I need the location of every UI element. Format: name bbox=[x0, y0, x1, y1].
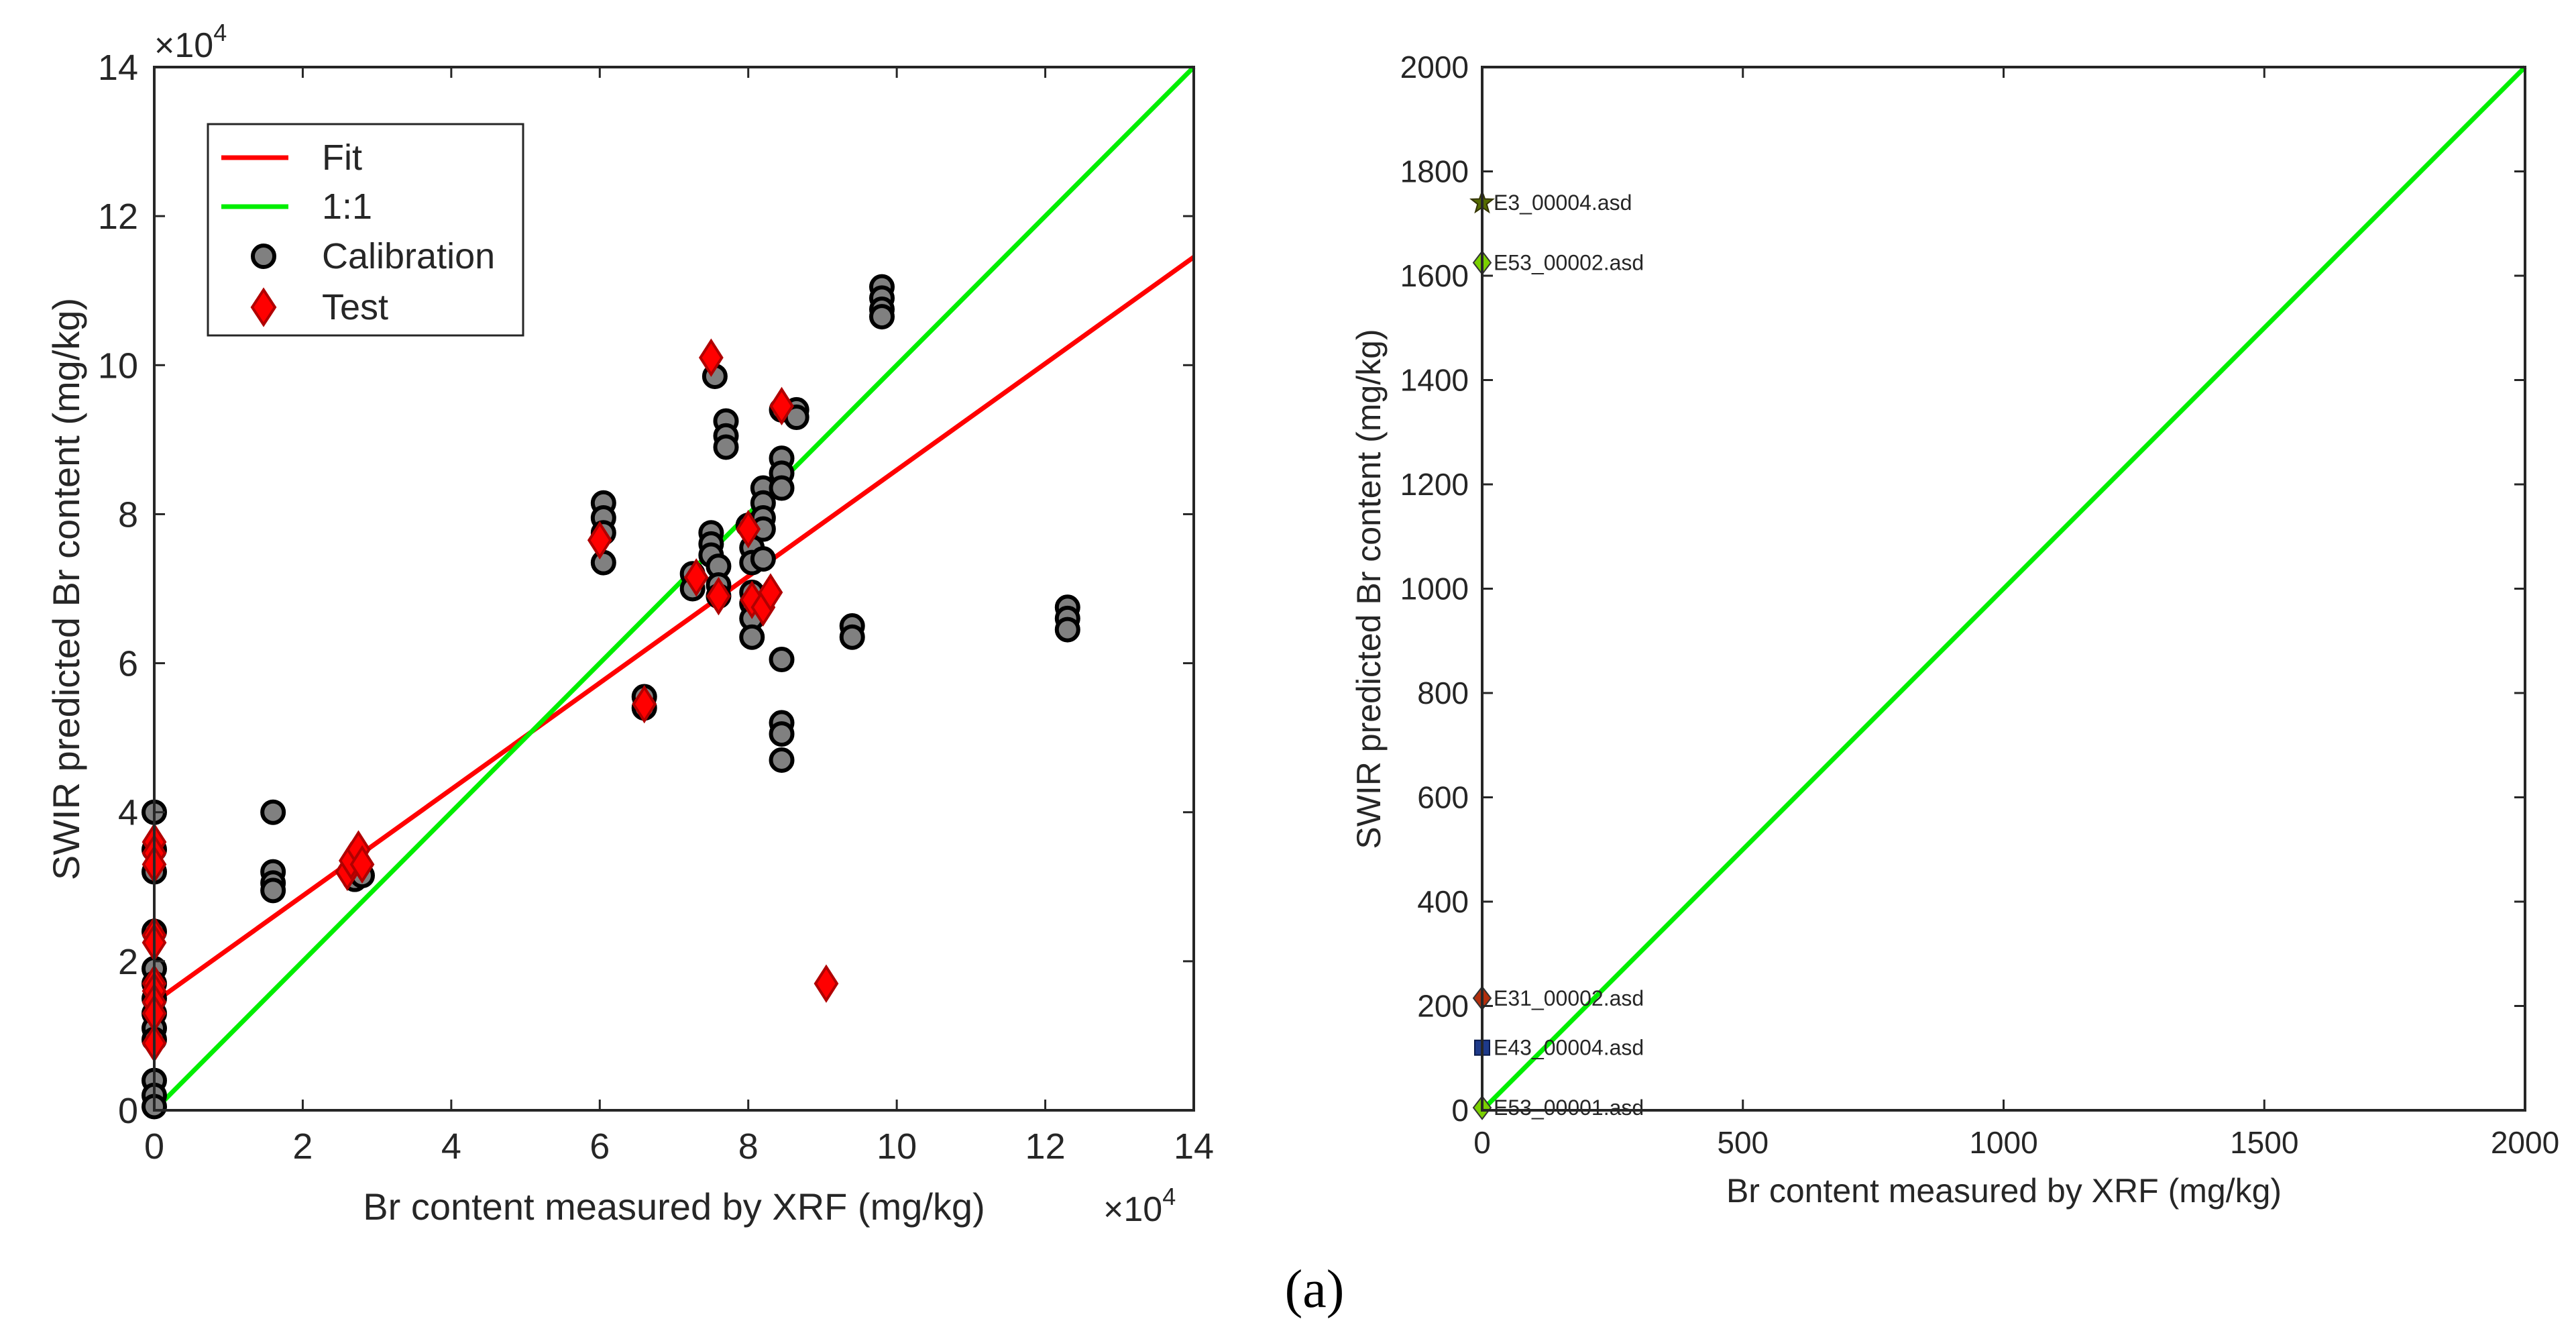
test-point bbox=[814, 964, 839, 1003]
left-y-exponent: ×104 bbox=[154, 19, 227, 65]
point-label: E53_00002.asd bbox=[1494, 251, 1644, 275]
left-x-exponent: ×104 bbox=[1103, 1183, 1176, 1229]
left-plot-frame bbox=[153, 66, 1195, 1112]
test-point bbox=[349, 845, 375, 884]
x-tick-label: 8 bbox=[738, 1126, 759, 1167]
test-point bbox=[632, 684, 657, 724]
point-label: E31_00002.asd bbox=[1494, 986, 1644, 1010]
calibration-point bbox=[260, 877, 286, 904]
calibration-point bbox=[260, 799, 286, 825]
test-point bbox=[758, 573, 783, 612]
left-chart: 0 2 4 6 8 10 12 14 0 2 4 6 8 10 12 14 ×104 ×104 Br cont… bbox=[45, 19, 1214, 1229]
y-tick-label: 1400 bbox=[1400, 363, 1469, 398]
y-tick-label: 10 bbox=[98, 345, 138, 386]
calibration-point bbox=[590, 549, 616, 576]
x-tick-label: 4 bbox=[441, 1126, 461, 1167]
calibration-point bbox=[713, 434, 739, 460]
calibration-point bbox=[1054, 617, 1080, 643]
y-tick-label: 4 bbox=[118, 793, 138, 833]
x-tick-label: 12 bbox=[1025, 1126, 1066, 1167]
test-point bbox=[698, 338, 724, 377]
calibration-point bbox=[769, 721, 795, 747]
calibration-point bbox=[750, 546, 776, 572]
legend-test-label: Test bbox=[322, 287, 388, 327]
y-tick-label: 1600 bbox=[1400, 258, 1469, 293]
calibration-point bbox=[769, 647, 795, 673]
legend-calibration-marker bbox=[251, 244, 276, 269]
y-tick-label: 12 bbox=[98, 197, 138, 237]
x-tick-label: 10 bbox=[877, 1126, 917, 1167]
y-tick-label: 0 bbox=[118, 1091, 138, 1131]
test-point bbox=[587, 521, 612, 560]
calibration-point bbox=[869, 304, 895, 330]
y-tick-label: 800 bbox=[1417, 676, 1469, 710]
figure-caption: (a) bbox=[1285, 1260, 1345, 1319]
left-y-axis-label: SWIR predicted Br content (mg/kg) bbox=[45, 298, 87, 880]
x-tick-label: 500 bbox=[1717, 1125, 1769, 1160]
calibration-point bbox=[769, 475, 795, 501]
y-tick-label: 600 bbox=[1417, 780, 1469, 815]
line-fit bbox=[152, 255, 1196, 1004]
x-tick-label: 0 bbox=[144, 1126, 164, 1167]
point-label: E3_00004.asd bbox=[1494, 191, 1632, 215]
y-tick-label: 0 bbox=[1451, 1093, 1469, 1128]
y-tick-label: 200 bbox=[1417, 989, 1469, 1024]
y-tick-label: 2 bbox=[118, 942, 138, 982]
left-x-axis-label: Br content measured by XRF (mg/kg) bbox=[363, 1185, 985, 1228]
y-tick-label: 1000 bbox=[1400, 572, 1469, 606]
line-one-to-one bbox=[1480, 65, 2527, 1112]
right-y-axis-label: SWIR predicted Br content (mg/kg) bbox=[1350, 329, 1388, 849]
legend-test-marker bbox=[250, 287, 277, 327]
y-tick-label: 8 bbox=[118, 494, 138, 535]
calibration-point bbox=[739, 624, 765, 650]
y-tick-label: 2000 bbox=[1400, 50, 1469, 85]
x-tick-label: 14 bbox=[1174, 1126, 1214, 1167]
x-tick-label: 6 bbox=[590, 1126, 610, 1167]
test-point bbox=[706, 576, 731, 616]
left-legend: Fit 1:1 Calibration Test bbox=[207, 123, 524, 337]
legend-calibration-label: Calibration bbox=[322, 236, 495, 276]
y-tick-label: 6 bbox=[118, 644, 138, 684]
line-11 bbox=[152, 65, 1196, 1112]
point-label: E43_00004.asd bbox=[1494, 1036, 1644, 1060]
test-point bbox=[769, 386, 794, 426]
test-point bbox=[736, 509, 761, 549]
test-point bbox=[683, 558, 709, 597]
calibration-point bbox=[769, 747, 795, 773]
point-label: E53_00001.asd bbox=[1494, 1096, 1644, 1120]
x-tick-label: 1500 bbox=[2230, 1125, 2298, 1160]
legend-one-to-one-label: 1:1 bbox=[322, 187, 372, 227]
x-tick-label: 1000 bbox=[1969, 1125, 2037, 1160]
right-chart: E3_00004.asd E53_00002.asd E31_00002.asd E4… bbox=[1350, 50, 2559, 1210]
y-tick-label: 1200 bbox=[1400, 467, 1469, 502]
calibration-point bbox=[839, 624, 865, 650]
x-tick-label: 2 bbox=[292, 1126, 313, 1167]
right-x-axis-label: Br content measured by XRF (mg/kg) bbox=[1726, 1172, 2282, 1210]
x-tick-label: 2000 bbox=[2491, 1125, 2559, 1160]
y-tick-label: 1800 bbox=[1400, 154, 1469, 189]
x-tick-label: 0 bbox=[1473, 1125, 1491, 1160]
y-tick-label: 400 bbox=[1417, 884, 1469, 919]
legend-fit-label: Fit bbox=[322, 138, 362, 178]
y-tick-label: 14 bbox=[98, 48, 138, 88]
